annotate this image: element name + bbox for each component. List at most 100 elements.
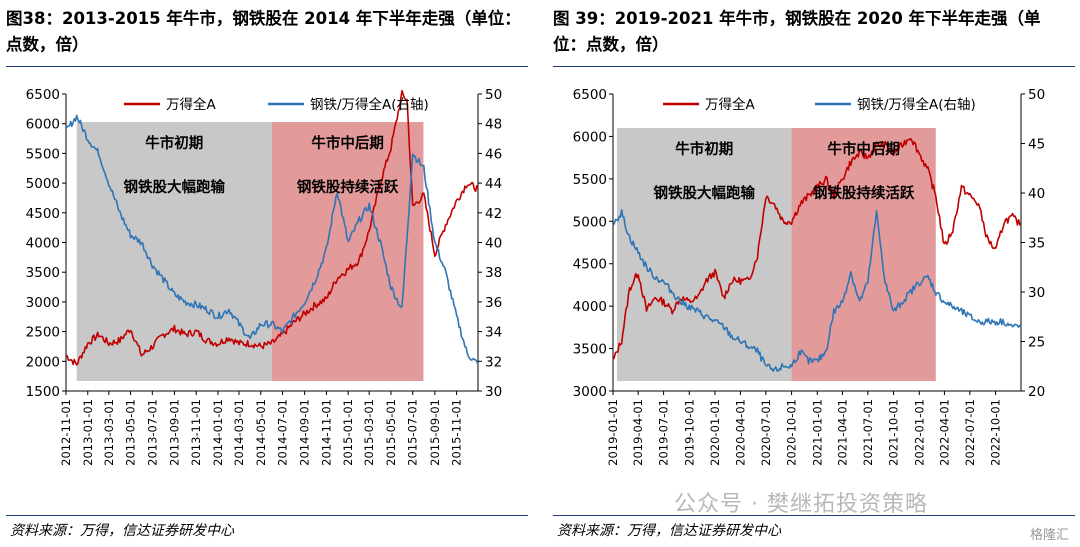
legend-label: 万得全A <box>166 96 216 113</box>
x-tick-label: 2020-10-01 <box>785 399 799 466</box>
x-tick-label: 2020-01-01 <box>708 399 722 466</box>
y-tick-label-right: 40 <box>485 236 502 252</box>
x-tick-label: 2022-07-01 <box>963 399 977 466</box>
y-tick-label-left: 5500 <box>26 146 60 162</box>
y-tick-label-left: 1500 <box>26 384 60 400</box>
x-tick-label: 2019-04-01 <box>631 399 645 466</box>
series-line-steel-ratio <box>65 114 479 365</box>
x-tick-label: 2015-03-01 <box>362 399 376 466</box>
y-tick-label-right: 44 <box>485 176 502 192</box>
shade-label-late-title: 牛市中后期 <box>311 134 384 152</box>
y-tick-label-right: 25 <box>1028 335 1045 351</box>
y-tick-label-left: 3500 <box>573 342 607 358</box>
shaded-region <box>616 128 792 381</box>
x-tick-label: 2013-11-01 <box>189 399 203 466</box>
x-tick-label: 2013-07-01 <box>145 399 159 466</box>
watermark: 公众号 · 樊继拓投资策略 <box>674 492 928 517</box>
shaded-region <box>791 128 936 381</box>
y-tick-label-right: 50 <box>1028 87 1045 103</box>
title-line: 图38：2013-2015 年牛市，钢铁股在 2014 年下半年走强（单位： <box>6 9 521 28</box>
x-tick-label: 2015-09-01 <box>428 399 442 466</box>
chart-left: 6500 6000 5500 5000 4500 4000 3500 3000 2500 2000… <box>26 87 503 466</box>
shade-label-late-desc: 钢铁股持续活跃 <box>813 184 915 202</box>
x-tick-label: 2020-04-01 <box>733 399 747 466</box>
x-tick-label: 2019-10-01 <box>682 399 696 466</box>
y-tick-label-right: 32 <box>485 354 502 370</box>
x-tick-label: 2019-01-01 <box>606 399 620 466</box>
shade-label-early-desc: 钢铁股大幅跑输 <box>124 178 226 196</box>
chart-panel-left: 图38：2013-2015 年牛市，钢铁股在 2014 年下半年走强（单位： 点… <box>6 0 528 547</box>
chart-title-left: 图38：2013-2015 年牛市，钢铁股在 2014 年下半年走强（单位： 点… <box>6 6 521 58</box>
chart-right: 6500 6000 5500 5000 4500 4000 3500 3000 50 45 40 35… <box>573 87 1046 466</box>
y-tick-label-left: 6500 <box>26 87 60 103</box>
x-tick-label: 2015-01-01 <box>341 399 355 466</box>
legend-label: 钢铁/万得全A(右轴) <box>310 96 429 113</box>
title-rule <box>6 66 528 67</box>
x-tick-label: 2012-11-01 <box>59 399 73 466</box>
x-tick-label: 2022-04-01 <box>937 399 951 466</box>
y-tick-label-right: 30 <box>485 384 502 400</box>
y-tick-label-right: 20 <box>1028 384 1045 400</box>
shade-label-late-desc: 钢铁股持续活跃 <box>297 178 399 196</box>
series-line-wind-a <box>612 137 1022 361</box>
shaded-region <box>76 122 272 381</box>
x-tick-label: 2014-07-01 <box>276 399 290 466</box>
x-tick-label: 2014-01-01 <box>211 399 225 466</box>
y-tick-label-left: 5500 <box>573 172 607 188</box>
x-tick-label: 2022-01-01 <box>912 399 926 466</box>
y-tick-label-right: 30 <box>1028 285 1045 301</box>
x-tick-label: 2015-11-01 <box>450 399 464 466</box>
shade-label-late-title: 牛市中后期 <box>827 140 900 158</box>
x-tick-label: 2021-01-01 <box>810 399 824 466</box>
legend-label: 万得全A <box>705 96 755 113</box>
y-tick-label-left: 3000 <box>573 384 607 400</box>
x-tick-label: 2022-10-01 <box>989 399 1003 466</box>
y-tick-label-right: 42 <box>485 206 502 222</box>
watermark-2: 格隆汇 <box>1030 528 1070 543</box>
y-tick-label-left: 6500 <box>573 87 607 103</box>
y-tick-label-left: 4500 <box>573 257 607 273</box>
x-tick-label: 2013-01-01 <box>81 399 95 466</box>
x-tick-label: 2014-05-01 <box>254 399 268 466</box>
title-line: 点数，倍） <box>6 35 89 54</box>
y-tick-label-left: 4500 <box>26 206 60 222</box>
y-tick-label-right: 45 <box>1028 137 1045 153</box>
source-rule <box>6 515 528 516</box>
y-tick-label-right: 38 <box>485 265 502 281</box>
y-tick-label-right: 50 <box>485 87 502 103</box>
y-tick-label-right: 48 <box>485 117 502 133</box>
x-tick-label: 2021-10-01 <box>887 399 901 466</box>
shaded-region <box>271 122 424 381</box>
title-line: 图 39：2019-2021 年牛市，钢铁股在 2020 年下半年走强（单 <box>553 9 1041 28</box>
y-tick-label-left: 2000 <box>26 354 60 370</box>
x-tick-label: 2015-05-01 <box>384 399 398 466</box>
y-tick-label-left: 4000 <box>573 299 607 315</box>
y-tick-label-left: 4000 <box>26 236 60 252</box>
y-tick-label-right: 35 <box>1028 236 1045 252</box>
legend-label: 钢铁/万得全A(右轴) <box>857 96 976 113</box>
x-tick-label: 2020-07-01 <box>759 399 773 466</box>
y-tick-label-left: 2500 <box>26 325 60 341</box>
source-note: 资料来源：万得，信达证券研发中心 <box>557 523 781 539</box>
y-tick-label-right: 34 <box>485 325 502 341</box>
y-tick-label-right: 36 <box>485 295 502 311</box>
shade-label-early-desc: 钢铁股大幅跑输 <box>653 184 755 202</box>
y-tick-label-left: 3500 <box>26 265 60 281</box>
series-line-wind-a <box>65 89 479 366</box>
x-tick-label: 2021-04-01 <box>835 399 849 466</box>
title-rule <box>553 66 1075 67</box>
x-tick-label: 2019-07-01 <box>657 399 671 466</box>
source-note: 资料来源：万得，信达证券研发中心 <box>10 523 234 539</box>
x-tick-label: 2021-07-01 <box>861 399 875 466</box>
x-tick-label: 2013-03-01 <box>102 399 116 466</box>
shade-label-early-title: 牛市初期 <box>145 134 203 152</box>
chart-title-right: 图 39：2019-2021 年牛市，钢铁股在 2020 年下半年走强（单 位：… <box>553 6 1041 58</box>
y-tick-label-right: 46 <box>485 146 502 162</box>
y-tick-label-left: 6000 <box>573 129 607 145</box>
x-tick-label: 2013-09-01 <box>167 399 181 466</box>
x-tick-label: 2014-11-01 <box>319 399 333 466</box>
y-tick-label-left: 5000 <box>26 176 60 192</box>
y-tick-label-left: 6000 <box>26 117 60 133</box>
y-tick-label-right: 40 <box>1028 186 1045 202</box>
x-tick-label: 2013-05-01 <box>124 399 138 466</box>
